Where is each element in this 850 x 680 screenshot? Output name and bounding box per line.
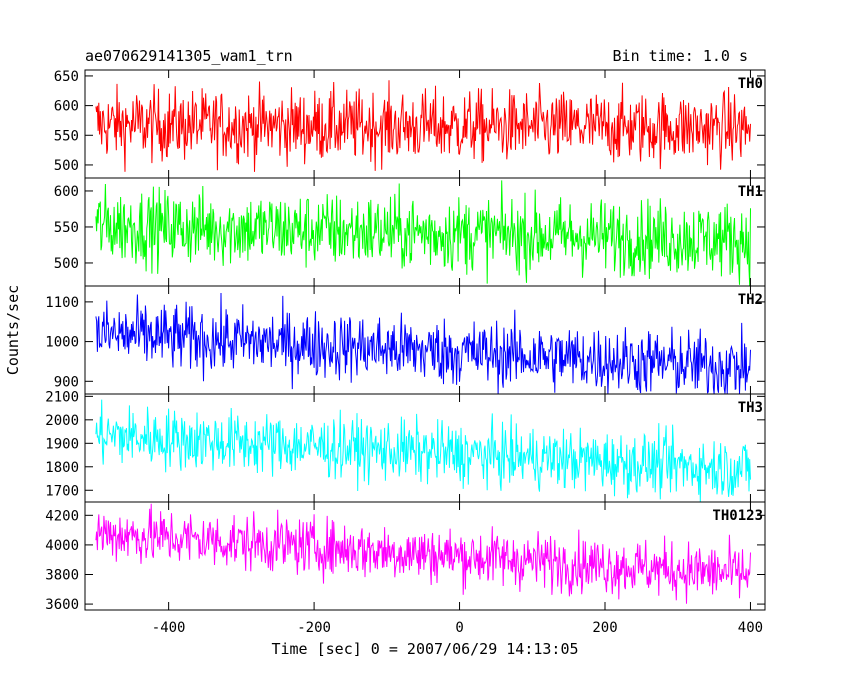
x-tick-label: -400 (152, 620, 186, 636)
y-tick-label: 4000 (45, 538, 79, 554)
chart-title: ae070629141305_wam1_trn (85, 47, 293, 65)
y-tick-label: 1800 (45, 460, 79, 476)
y-tick-label: 900 (54, 374, 79, 390)
series-line-th0 (95, 80, 751, 172)
x-tick-label: 200 (592, 620, 617, 636)
y-tick-label: 1700 (45, 483, 79, 499)
y-tick-label: 1000 (45, 335, 79, 351)
panel-label-th0123: TH0123 (712, 508, 763, 524)
y-tick-label: 600 (54, 184, 79, 200)
y-tick-label: 4200 (45, 508, 79, 524)
y-tick-label: 2000 (45, 413, 79, 429)
y-tick-label: 550 (54, 220, 79, 236)
x-tick-label: 400 (738, 620, 763, 636)
panel-label-th2: TH2 (738, 292, 763, 308)
y-tick-label: 1100 (45, 295, 79, 311)
panel-frame-th0123 (84, 501, 766, 611)
bin-time-label: Bin time: 1.0 s (613, 47, 748, 65)
series-line-th3 (95, 399, 751, 503)
y-axis-label: Counts/sec (4, 285, 22, 375)
series-line-th2 (95, 292, 751, 395)
series-line-th0123 (95, 503, 751, 604)
x-tick-label: -200 (297, 620, 331, 636)
x-tick-label: 0 (455, 620, 463, 636)
y-tick-label: 3600 (45, 597, 79, 613)
panel-label-th3: TH3 (738, 400, 763, 416)
y-tick-label: 500 (54, 158, 79, 174)
y-tick-label: 550 (54, 128, 79, 144)
y-tick-label: 500 (54, 256, 79, 272)
y-tick-label: 650 (54, 69, 79, 85)
panels-group: 500 550 600 650 TH0 500 550 600 TH1 900 1000 1100 TH… (45, 69, 766, 636)
y-tick-label: 3800 (45, 567, 79, 583)
y-tick-label: 1900 (45, 436, 79, 452)
panel-label-th1: TH1 (738, 184, 763, 200)
y-tick-label: 2100 (45, 389, 79, 405)
series-line-th1 (95, 180, 751, 287)
panel-label-th0: TH0 (738, 76, 763, 92)
y-tick-label: 600 (54, 99, 79, 115)
x-axis-label: Time [sec] 0 = 2007/06/29 14:13:05 (271, 640, 578, 658)
